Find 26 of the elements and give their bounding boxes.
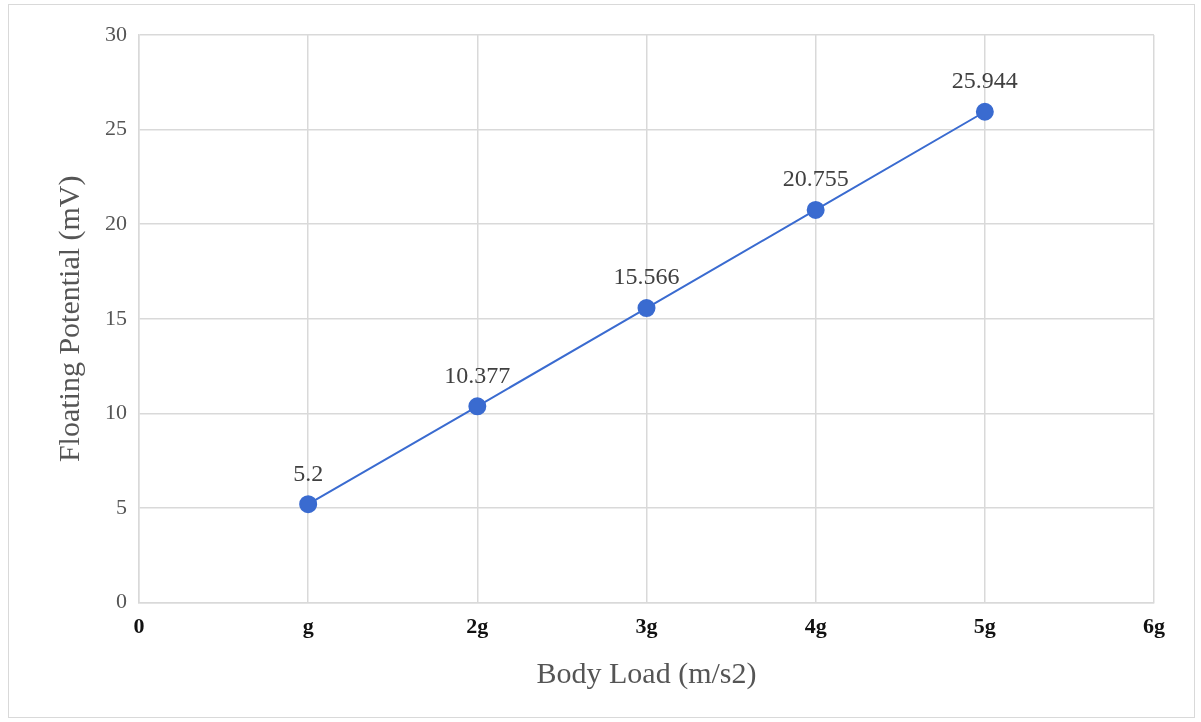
y-tick-label: 0 [116,588,127,614]
data-label: 25.944 [951,67,1018,94]
x-tick-label: 5g [973,613,996,639]
point [806,200,825,219]
y-tick-label: 30 [105,20,127,46]
x-tick-label: 2g [466,613,489,639]
x-tick-label: 6g [1143,613,1165,639]
y-tick-label: 20 [105,209,127,235]
x-tick-label: g [302,613,314,639]
y-tick-label: 25 [105,115,127,141]
y-axis-title: Floating Potential (mV) [51,175,86,463]
point [468,397,487,416]
x-tick-label: 0 [133,613,145,639]
data-label: 15.566 [613,263,680,290]
y-tick-label: 10 [105,399,127,425]
y-tick-label: 15 [105,304,127,330]
data-label: 5.2 [293,459,324,486]
data-label: 10.377 [444,361,511,388]
data-label: 20.755 [782,165,849,192]
point [299,495,318,514]
x-tick-label: 4g [804,613,827,639]
point [975,102,994,121]
x-tick-label: 3g [635,613,658,639]
point [637,299,656,318]
y-tick-label: 5 [116,493,127,519]
x-axis-title: Body Load (m/s2) [536,655,757,690]
